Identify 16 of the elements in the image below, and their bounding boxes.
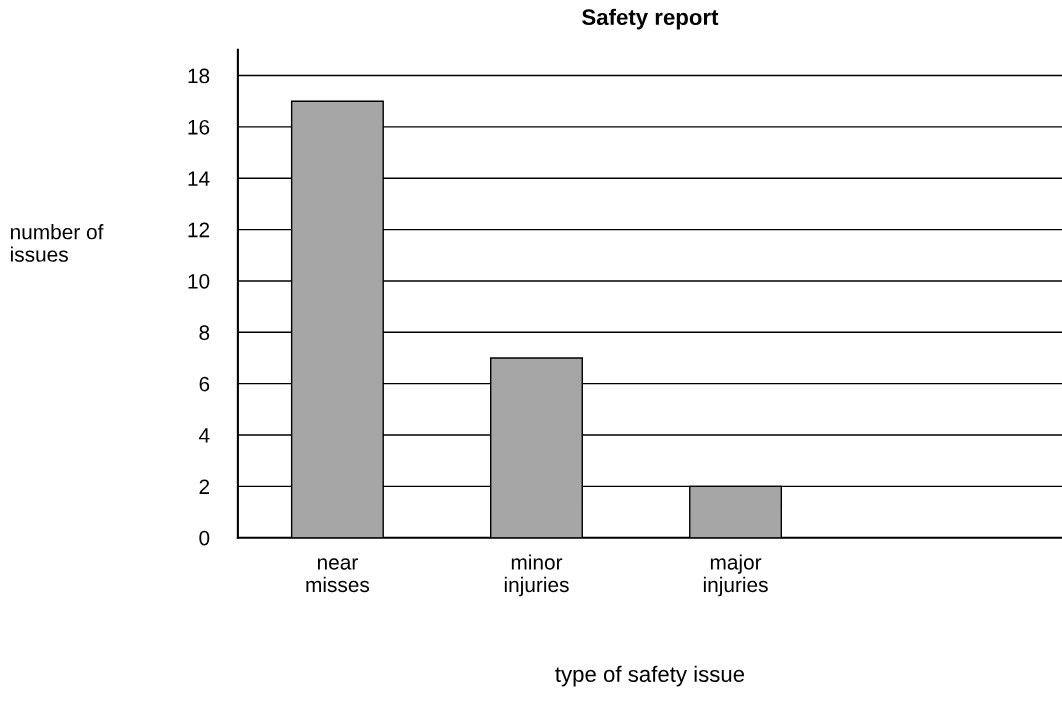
y-tick-label: 16 [188, 119, 210, 135]
y-tick-label: 6 [199, 376, 210, 392]
x-tick-label: major injuries [703, 554, 768, 597]
y-tick-label: 18 [188, 68, 210, 84]
y-tick-label: 12 [188, 222, 210, 238]
x-tick-label: minor injuries [504, 554, 569, 597]
y-axis-title: number of issues [10, 224, 104, 262]
y-tick-label: 0 [199, 530, 210, 546]
y-tick-label: 10 [188, 273, 210, 289]
y-tick-label: 8 [199, 325, 210, 341]
y-tick-label: 14 [188, 171, 210, 186]
x-tick-label: near misses [306, 558, 370, 593]
y-tick-label: 4 [199, 428, 210, 443]
x-axis-title: type of safety issue [555, 665, 745, 687]
chart-title: Safety report [582, 8, 719, 30]
y-tick-label: 2 [199, 479, 210, 494]
